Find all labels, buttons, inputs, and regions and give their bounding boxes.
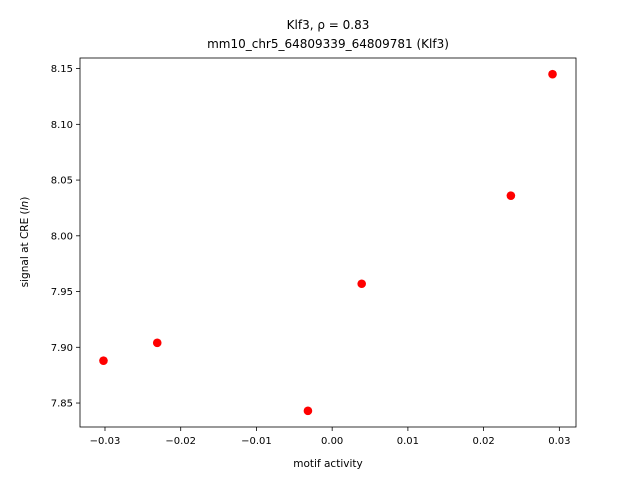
data-point-0 [99, 356, 108, 365]
y-axis-label-unit: ln [19, 201, 31, 211]
x-tick-label-2: −0.01 [241, 436, 272, 447]
x-tick-label-4: 0.01 [397, 436, 419, 447]
chart-title-line-2: mm10_chr5_64809339_64809781 (Klf3) [207, 37, 449, 51]
chart-title-line-1: Klf3, ρ = 0.83 [287, 18, 370, 32]
y-tick-label-4: 8.05 [51, 176, 73, 187]
x-axis-label: motif activity [293, 458, 362, 470]
y-axis-label-suffix: ) [19, 197, 31, 201]
data-point-1 [152, 338, 162, 348]
y-tick-label-3: 8.00 [51, 231, 73, 242]
y-axis-label-prefix: signal at CRE ( [19, 210, 31, 287]
plot-area: −0.03 −0.02 −0.01 0.00 0.01 0.02 0.03 7.85 7.90 7… [51, 57, 577, 447]
y-axis-label: signal at CRE (ln) [19, 197, 31, 288]
x-tick-label-3: 0.00 [321, 436, 343, 447]
x-tick-label-0: −0.03 [90, 436, 121, 447]
data-point-4 [506, 191, 516, 200]
y-tick-label-2: 7.95 [51, 287, 73, 298]
x-tick-label-5: 0.02 [472, 436, 494, 447]
axes-frame [79, 57, 577, 428]
y-tick-label-6: 8.15 [51, 64, 73, 75]
x-tick-label-1: −0.02 [165, 436, 196, 447]
data-point-2 [303, 406, 313, 416]
y-tick-label-0: 7.85 [51, 399, 73, 410]
x-tick-label-6: 0.03 [548, 436, 570, 447]
data-point-3 [357, 279, 366, 289]
y-tick-label-5: 8.10 [51, 120, 73, 131]
data-point-5 [548, 69, 557, 79]
y-tick-label-1: 7.90 [51, 343, 73, 354]
